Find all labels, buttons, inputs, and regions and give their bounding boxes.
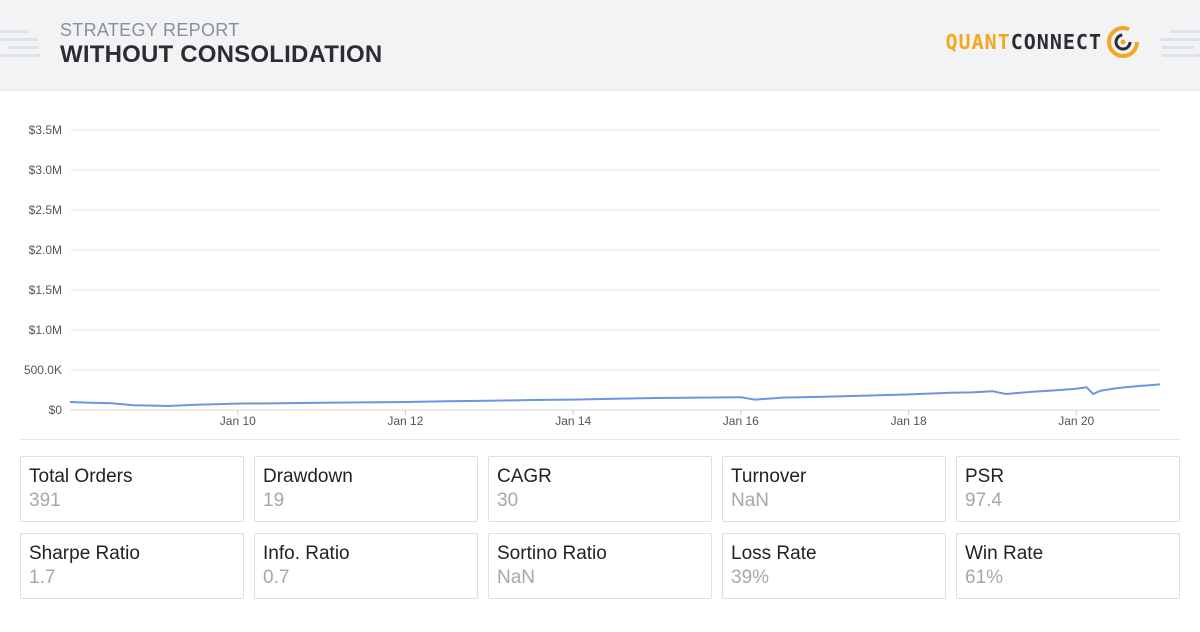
equity-line [69, 383, 1161, 407]
stat-value: NaN [731, 490, 770, 511]
stat-value: 30 [497, 490, 519, 511]
logo-wordmark-quant: QUANT [945, 30, 1011, 54]
header-decoration-left [0, 24, 44, 64]
equity-chart-svg: $0 500.0K $1.0M $1.5M $2.0M $2.5M $3.0M $3.5M Ja… [24, 123, 1161, 428]
stat-value: 0.7 [263, 567, 290, 588]
stat-loss-rate: Loss Rate 39% [722, 533, 946, 599]
stat-psr: PSR 97.4 [956, 456, 1180, 522]
report-subtitle: STRATEGY REPORT [60, 20, 240, 40]
chart-divider [20, 439, 1180, 440]
stat-win-rate: Win Rate 61% [956, 533, 1180, 599]
report-header: STRATEGY REPORT WITHOUT CONSOLIDATION QU… [0, 0, 1200, 91]
y-tick-label: $1.5M [29, 283, 62, 297]
x-tick-label: Jan 14 [555, 414, 591, 428]
stat-label: PSR [965, 466, 1005, 487]
y-tick-label: 500.0K [24, 363, 62, 377]
stat-label: Sharpe Ratio [29, 543, 140, 564]
statistics-grid: Total Orders 391 Drawdown 19 CAGR 30 Tur… [20, 456, 1180, 599]
y-tick-label: $0 [49, 403, 63, 417]
stat-value: 61% [965, 567, 1004, 588]
stat-sortino-ratio: Sortino Ratio NaN [488, 533, 712, 599]
logo-wordmark-connect: CONNECT [1010, 30, 1102, 54]
stat-label: Turnover [731, 466, 807, 487]
y-tick-label: $2.0M [29, 243, 62, 257]
stat-value: 1.7 [29, 567, 56, 588]
stat-label: Sortino Ratio [497, 543, 607, 564]
y-tick-label: $1.0M [29, 323, 62, 337]
quantconnect-ring-icon [1107, 26, 1139, 58]
logo-wordmark: QUANTCONNECT [945, 30, 1102, 54]
equity-chart: $0 500.0K $1.0M $1.5M $2.0M $2.5M $3.0M $3.5M Ja… [0, 110, 1200, 430]
stat-total-orders: Total Orders 391 [20, 456, 244, 522]
y-tick-label: $3.5M [29, 123, 62, 137]
x-tick-label: Jan 16 [723, 414, 759, 428]
x-tick-label: Jan 20 [1058, 414, 1094, 428]
stat-info-ratio: Info. Ratio 0.7 [254, 533, 478, 599]
stat-label: Win Rate [965, 543, 1044, 564]
x-tick-label: Jan 18 [891, 414, 927, 428]
report-title: WITHOUT CONSOLIDATION [60, 41, 383, 68]
stat-value: 39% [731, 567, 770, 588]
stat-label: Info. Ratio [263, 543, 350, 564]
stat-value: 391 [29, 490, 61, 511]
stat-value: NaN [497, 567, 536, 588]
stat-sharpe-ratio: Sharpe Ratio 1.7 [20, 533, 244, 599]
stat-label: Loss Rate [731, 543, 817, 564]
y-tick-label: $3.0M [29, 163, 62, 177]
x-tick-label: Jan 12 [387, 414, 423, 428]
y-tick-label: $2.5M [29, 203, 62, 217]
stat-value: 97.4 [965, 490, 1002, 511]
x-tick-label: Jan 10 [220, 414, 256, 428]
stat-label: Drawdown [263, 466, 353, 487]
stat-label: CAGR [497, 466, 552, 487]
stat-cagr: CAGR 30 [488, 456, 712, 522]
stat-label: Total Orders [29, 466, 133, 487]
header-decoration-right [1156, 24, 1200, 64]
stat-value: 19 [263, 490, 285, 511]
stat-drawdown: Drawdown 19 [254, 456, 478, 522]
stat-turnover: Turnover NaN [722, 456, 946, 522]
quantconnect-logo: QUANTCONNECT [945, 24, 1140, 60]
